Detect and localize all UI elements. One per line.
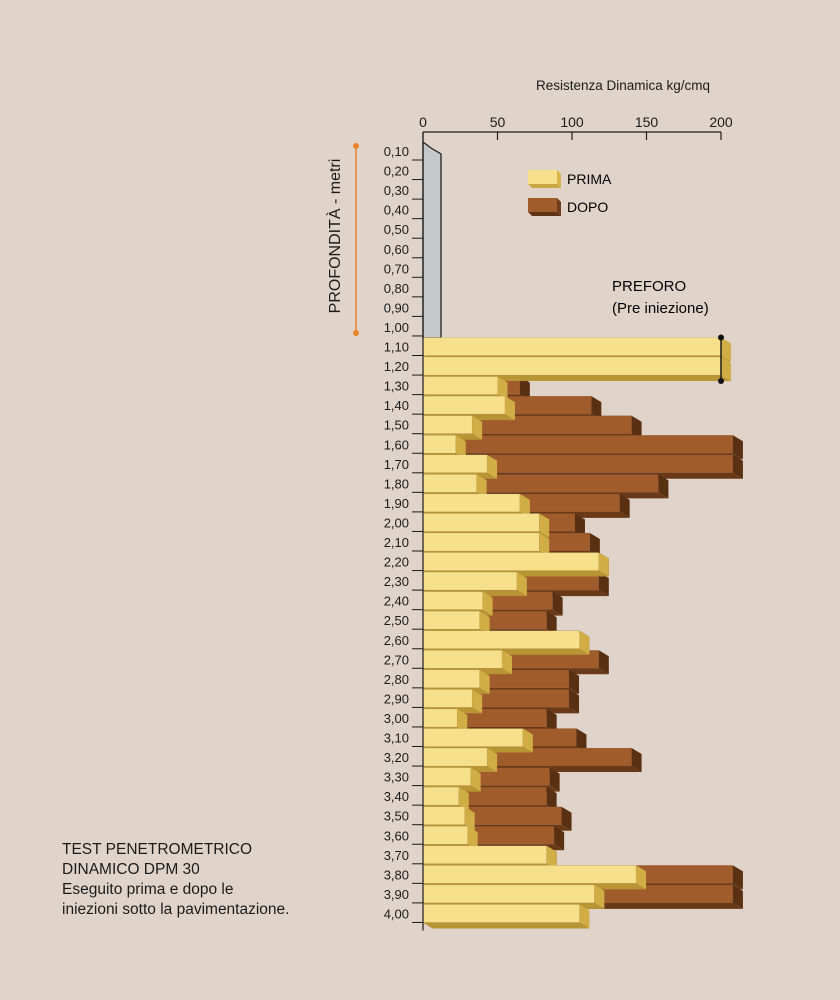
y-axis-range-end-dot	[353, 330, 359, 336]
depth-label-3,90: 3,90	[384, 887, 409, 902]
preforo-band	[422, 140, 442, 339]
legend-label-dopo: DOPO	[567, 199, 608, 215]
bar-prima-2,90	[422, 689, 483, 714]
depth-label-2,20: 2,20	[384, 555, 409, 570]
depth-label-1,40: 1,40	[384, 398, 409, 413]
preforo-shape	[422, 140, 442, 339]
caption-desc-line2: iniezioni sotto la pavimentazione.	[62, 901, 290, 918]
caption-title-line1: TEST PENETROMETRICO	[62, 841, 253, 858]
caption-desc-line1: Eseguito prima e dopo le	[62, 881, 234, 898]
depth-label-1,90: 1,90	[384, 496, 409, 511]
depth-label-0,90: 0,90	[384, 300, 409, 315]
x-axis-title: Resistenza Dinamica kg/cmq	[536, 78, 710, 93]
bar-prima-4,00	[422, 904, 590, 929]
depth-label-0,70: 0,70	[384, 261, 409, 276]
depth-label-2,40: 2,40	[384, 594, 409, 609]
series-prima-bars	[422, 334, 731, 929]
depth-label-2,70: 2,70	[384, 652, 409, 667]
depth-label-2,30: 2,30	[384, 574, 409, 589]
depth-label-3,10: 3,10	[384, 731, 409, 746]
y-axis-range-start-dot	[353, 143, 359, 149]
y-axis-title-group: PROFONDITÀ - metri	[325, 143, 359, 336]
preforo-label: PREFORO	[612, 278, 686, 295]
x-tick-label-50: 50	[490, 114, 506, 130]
depth-label-2,90: 2,90	[384, 691, 409, 706]
depth-label-0,50: 0,50	[384, 222, 409, 237]
chart-caption: TEST PENETROMETRICO DINAMICO DPM 30 Eseg…	[62, 840, 289, 920]
depth-label-1,00: 1,00	[384, 320, 409, 335]
legend: PRIMA DOPO	[528, 170, 612, 216]
preforo-marker-top	[718, 334, 724, 341]
depth-label-3,80: 3,80	[384, 867, 409, 882]
legend-label-prima: PRIMA	[567, 171, 612, 187]
depth-label-3,60: 3,60	[384, 828, 409, 843]
depth-label-0,30: 0,30	[384, 183, 409, 198]
legend-swatch-dopo	[528, 198, 561, 216]
legend-swatch-prima	[528, 170, 561, 188]
depth-label-3,20: 3,20	[384, 750, 409, 765]
depth-label-3,00: 3,00	[384, 711, 409, 726]
x-tick-label-100: 100	[560, 114, 584, 130]
depth-label-0,20: 0,20	[384, 164, 409, 179]
depth-label-2,50: 2,50	[384, 613, 409, 628]
depth-label-1,20: 1,20	[384, 359, 409, 374]
depth-label-3,30: 3,30	[384, 770, 409, 785]
bar-prima-2,60	[422, 630, 590, 655]
preforo-marker-bottom	[718, 378, 724, 385]
depth-label-2,10: 2,10	[384, 535, 409, 550]
depth-label-2,00: 2,00	[384, 515, 409, 530]
depth-label-0,10: 0,10	[384, 144, 409, 159]
depth-label-3,70: 3,70	[384, 848, 409, 863]
depth-tick-labels: 0,10 0,20 0,30 0,40 0,50 0,60 0,70 0,80 0,90 1,00…	[384, 144, 423, 923]
depth-label-1,30: 1,30	[384, 379, 409, 394]
depth-label-0,80: 0,80	[384, 281, 409, 296]
depth-label-0,40: 0,40	[384, 203, 409, 218]
depth-label-3,40: 3,40	[384, 789, 409, 804]
depth-label-1,10: 1,10	[384, 340, 409, 355]
depth-label-1,80: 1,80	[384, 476, 409, 491]
x-tick-label-200: 200	[709, 114, 733, 130]
depth-label-0,60: 0,60	[384, 242, 409, 257]
depth-label-1,60: 1,60	[384, 437, 409, 452]
x-tick-label-0: 0	[419, 114, 427, 130]
preforo-sublabel: (Pre iniezione)	[612, 300, 709, 317]
x-tick-label-150: 150	[635, 114, 659, 130]
depth-label-1,70: 1,70	[384, 457, 409, 472]
depth-label-2,60: 2,60	[384, 633, 409, 648]
depth-label-1,50: 1,50	[384, 418, 409, 433]
depth-label-2,80: 2,80	[384, 672, 409, 687]
y-axis-title: PROFONDITÀ - metri	[325, 159, 344, 314]
depth-label-3,50: 3,50	[384, 809, 409, 824]
depth-label-4,00: 4,00	[384, 906, 409, 921]
caption-title-line2: DINAMICO DPM 30	[62, 861, 200, 878]
